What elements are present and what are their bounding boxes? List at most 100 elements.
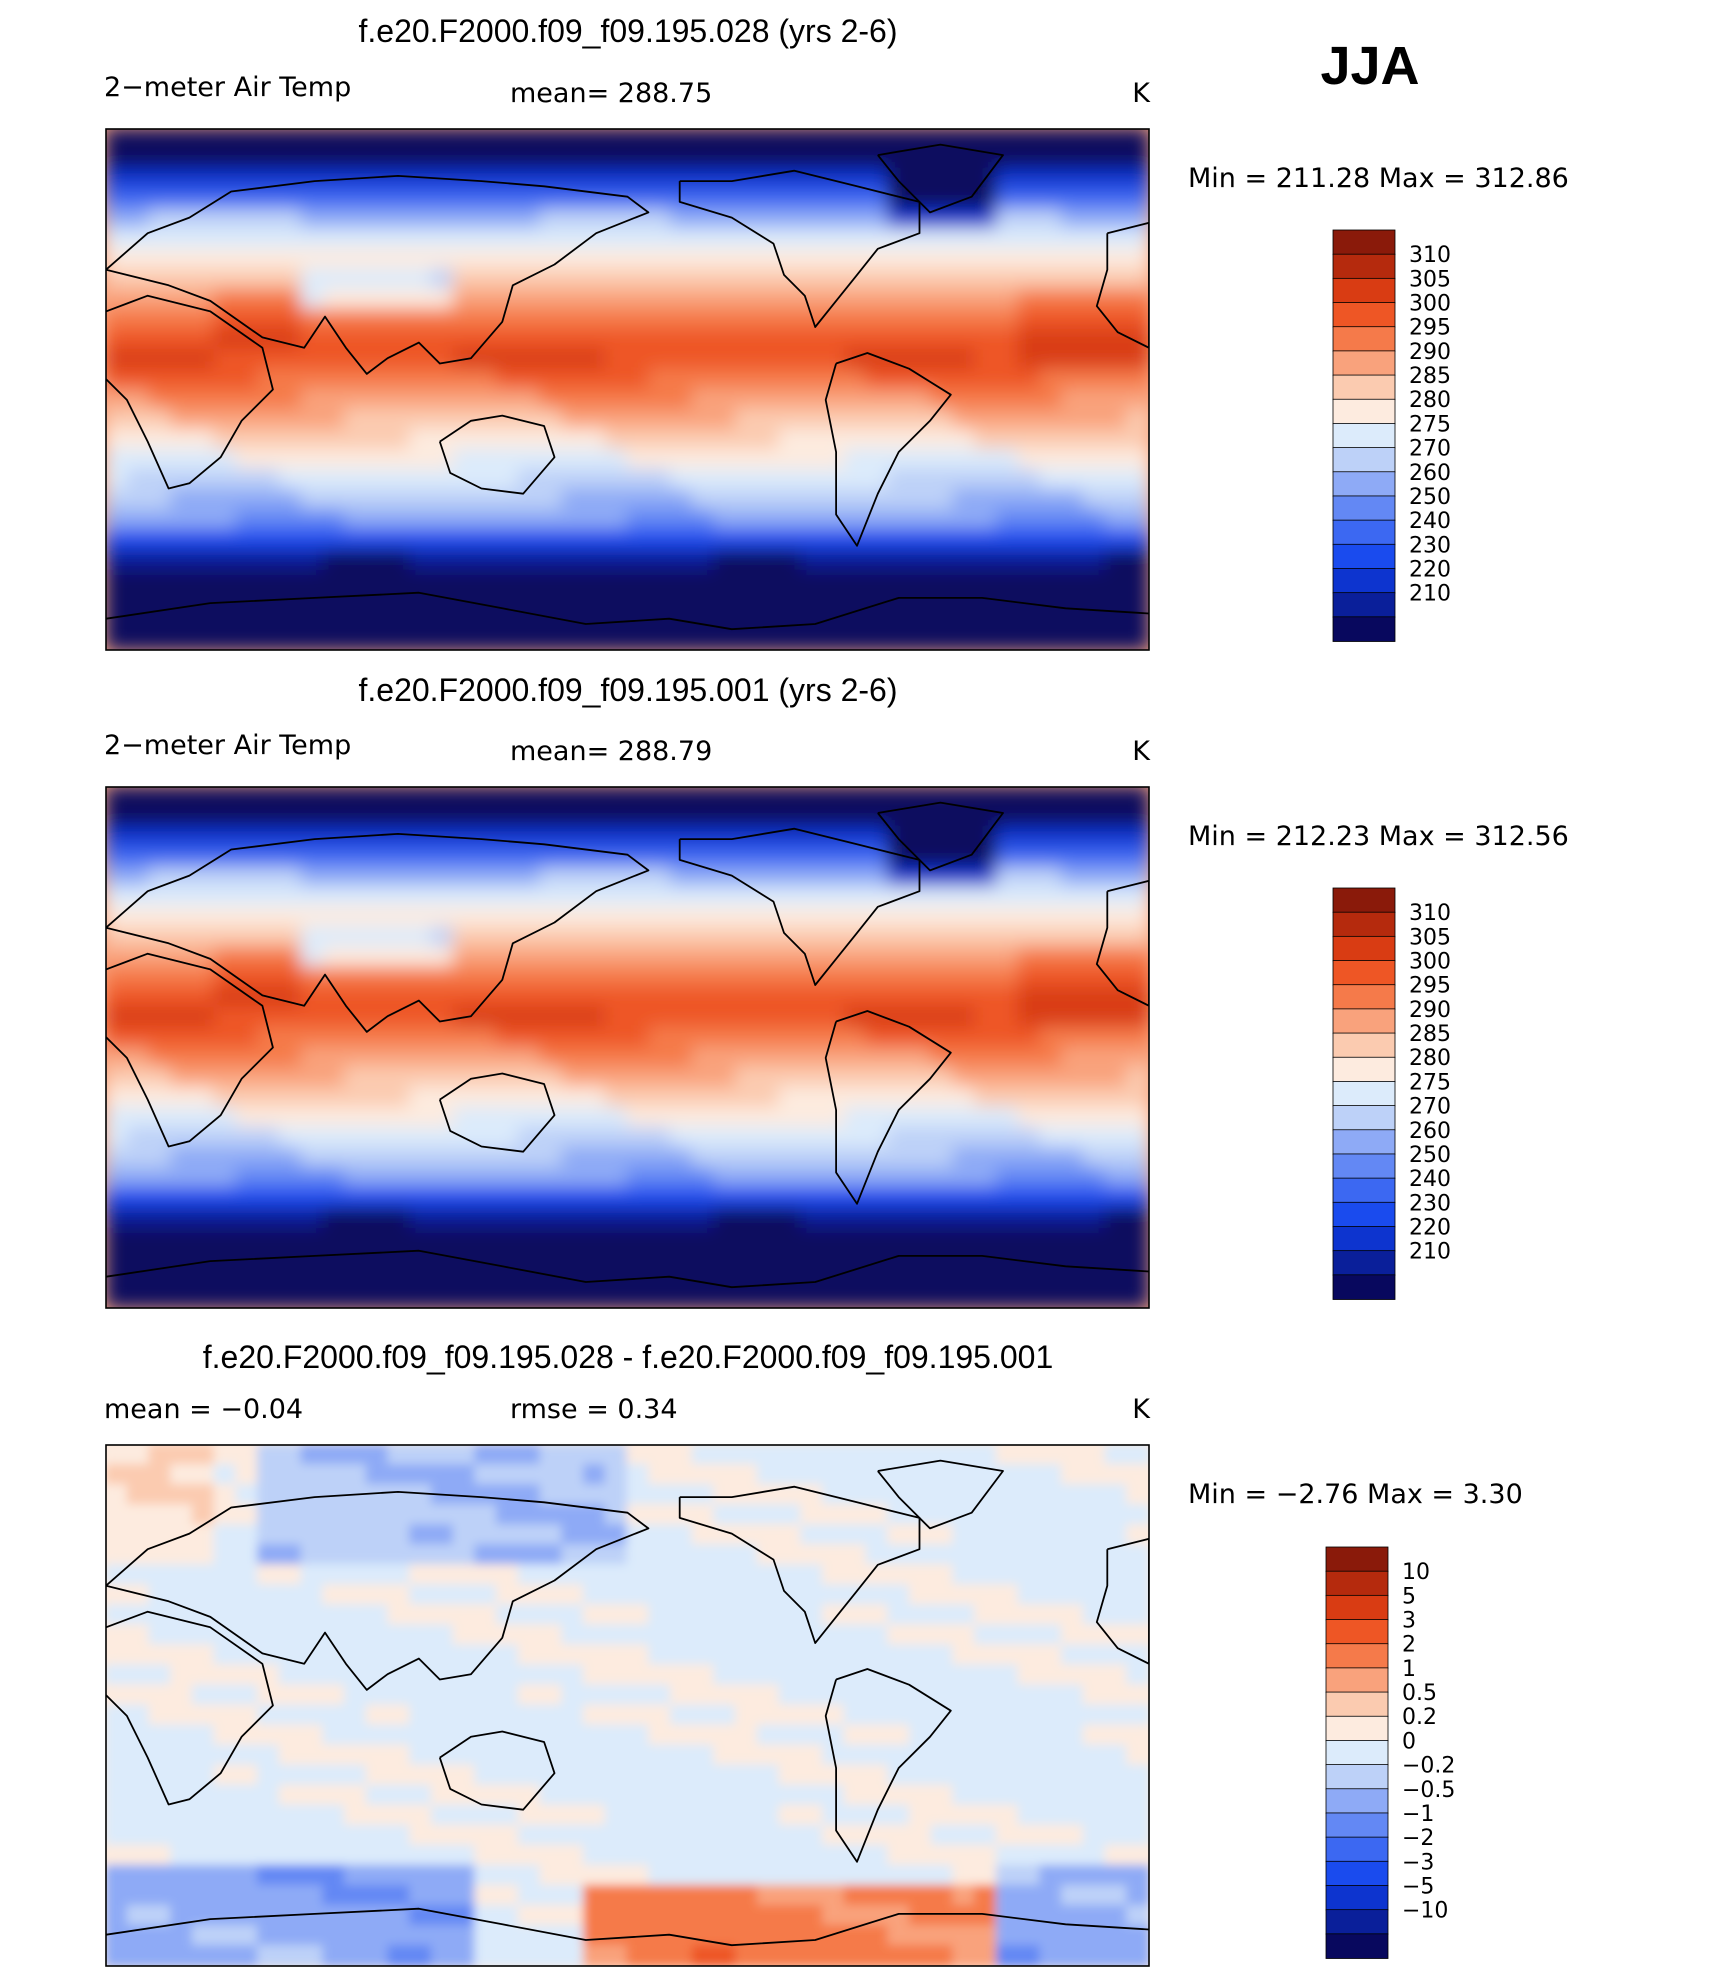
map-cell	[539, 328, 564, 351]
map-cell	[1126, 1924, 1149, 1947]
map-cell	[387, 348, 412, 371]
map-cell	[1039, 608, 1064, 631]
map-cell	[387, 1186, 412, 1209]
map-cell	[257, 129, 281, 150]
map-cell	[995, 448, 1020, 471]
map-cell	[106, 608, 129, 631]
colorbar-label: −3	[1402, 1850, 1434, 1875]
map-cell	[865, 1146, 890, 1169]
map-cell	[1017, 488, 1042, 511]
map-cell	[909, 428, 933, 451]
map-cell	[626, 1724, 651, 1747]
map-cell	[170, 1684, 194, 1707]
map-cell	[322, 1864, 346, 1887]
map-cell	[148, 388, 173, 411]
map-cell	[387, 629, 412, 650]
map-cell	[496, 428, 520, 451]
map-cell	[778, 129, 803, 150]
map-cell	[561, 129, 585, 150]
map-cell	[213, 926, 238, 949]
map-cell	[539, 1046, 564, 1069]
map-cell	[1017, 1924, 1042, 1947]
map-cell	[670, 228, 694, 251]
map-cell	[735, 148, 759, 170]
map-cell	[322, 1266, 346, 1289]
colorbar-box	[1325, 1667, 1389, 1693]
map-cell	[365, 588, 390, 611]
map-cell	[648, 1046, 672, 1069]
map-cell	[865, 1884, 890, 1907]
map-cell	[148, 1504, 173, 1527]
map-cell	[1061, 129, 1085, 150]
map-cell	[800, 1744, 824, 1767]
map-cell	[1082, 348, 1107, 371]
map-cell	[148, 1824, 173, 1847]
map-cell	[952, 588, 977, 611]
map-cell	[648, 1226, 672, 1249]
map-cell	[474, 1664, 499, 1687]
map-cell	[583, 906, 607, 929]
map-cell	[235, 1006, 260, 1029]
map-cell	[344, 588, 368, 611]
map-cell	[213, 1046, 238, 1069]
map-cell	[995, 1664, 1020, 1687]
map-cell	[539, 348, 564, 371]
map-cell	[235, 188, 260, 211]
map-cell	[496, 1445, 520, 1466]
map-cell	[344, 1644, 368, 1667]
map-cell	[1104, 1126, 1129, 1149]
map-cell	[1061, 1924, 1085, 1947]
map-cell	[344, 1226, 368, 1249]
map-cell	[387, 1266, 412, 1289]
map-cell	[822, 1764, 846, 1787]
map-cell	[735, 1445, 759, 1466]
map-cell	[1082, 1226, 1107, 1249]
map-cell	[191, 1226, 216, 1249]
map-cell	[213, 1945, 238, 1966]
map-cell	[691, 1066, 716, 1089]
map-cell	[191, 1904, 216, 1927]
map-cell	[670, 1166, 694, 1189]
map-cell	[387, 1544, 412, 1567]
map-cell	[496, 348, 520, 371]
map-cell	[409, 1445, 433, 1466]
map-cell	[170, 1086, 194, 1109]
map-cell	[735, 629, 759, 650]
map-cell	[278, 1504, 303, 1527]
map-cell	[106, 308, 129, 331]
colorbar-label: −0.5	[1402, 1778, 1455, 1803]
map-cell	[1039, 1764, 1064, 1787]
panel-2-colorbar: 3103053002952902852802752702602502402302…	[1332, 887, 1451, 1300]
map-cell	[626, 368, 651, 391]
map-cell	[778, 448, 803, 471]
map-cell	[409, 806, 433, 828]
map-cell	[1017, 328, 1042, 351]
map-cell	[713, 268, 738, 291]
map-cell	[126, 129, 151, 150]
panel-1-title: f.e20.F2000.f09_f09.195.028 (yrs 2-6)	[358, 13, 897, 49]
map-cell	[995, 1764, 1020, 1787]
map-cell	[1061, 448, 1085, 471]
map-cell	[648, 1784, 672, 1807]
map-cell	[213, 906, 238, 929]
map-cell	[604, 1564, 629, 1587]
map-cell	[691, 1564, 716, 1587]
map-cell	[778, 906, 803, 929]
map-cell	[1126, 846, 1149, 869]
map-cell	[713, 488, 738, 511]
map-cell	[648, 886, 672, 909]
map-cell	[604, 986, 629, 1009]
map-cell	[648, 308, 672, 331]
map-cell	[474, 188, 499, 211]
map-cell	[974, 568, 998, 591]
map-cell	[430, 906, 455, 929]
map-cell	[257, 1166, 281, 1189]
map-cell	[430, 1006, 455, 1029]
map-cell	[539, 946, 564, 969]
map-cell	[1017, 1784, 1042, 1807]
map-cell	[106, 508, 129, 531]
map-cell	[126, 548, 151, 571]
map-cell	[517, 1186, 542, 1209]
map-cell	[756, 629, 781, 650]
map-cell	[800, 268, 824, 291]
